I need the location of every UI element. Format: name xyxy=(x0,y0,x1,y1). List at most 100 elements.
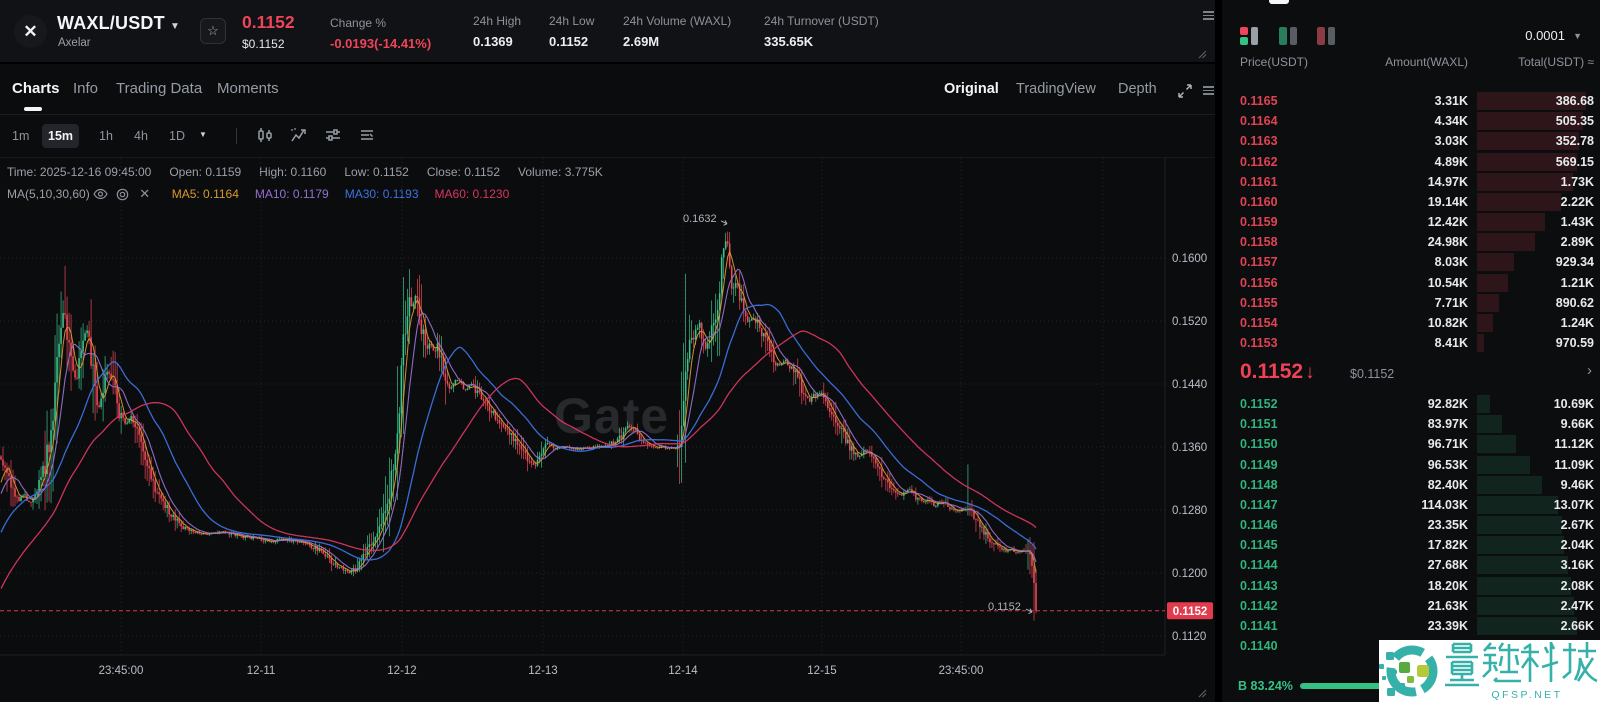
bid-row-5[interactable]: 0.1147 114.03K 13.07K xyxy=(1222,495,1600,515)
candle-body xyxy=(542,448,545,454)
timeframe-15m[interactable]: 15m xyxy=(42,124,80,148)
header-resize-handle-icon[interactable] xyxy=(1197,49,1207,59)
candle-body xyxy=(96,385,98,406)
eye-icon[interactable] xyxy=(93,187,109,201)
pair-dropdown-caret: ▼ xyxy=(170,21,181,32)
tick-size-caret-icon[interactable]: ▼ xyxy=(1573,31,1582,41)
bid-row-8[interactable]: 0.1144 27.68K 3.16K xyxy=(1222,555,1600,575)
indicator-icon[interactable] xyxy=(290,126,308,144)
candlestick-style-icon-part xyxy=(260,128,270,142)
ask-depth-bar xyxy=(1477,334,1484,353)
buy-ratio-label: B 83.24% xyxy=(1238,679,1293,693)
candle-body xyxy=(196,532,198,534)
bid-row-12[interactable]: 0.1140 xyxy=(1222,636,1600,656)
bid-row-11[interactable]: 0.1141 23.39K 2.66K xyxy=(1222,616,1600,636)
bid-row-1[interactable]: 0.1151 83.97K 9.66K xyxy=(1222,414,1600,434)
orderbook-view-both-icon[interactable] xyxy=(1240,27,1259,45)
tab-info[interactable]: Info xyxy=(73,80,99,97)
ask-row-7[interactable]: 0.1158 24.98K 2.89K xyxy=(1222,232,1600,252)
candle-body xyxy=(740,298,743,301)
ask-row-2[interactable]: 0.1163 3.03K 352.78 xyxy=(1222,131,1600,151)
timeframe-1h[interactable]: 1h xyxy=(99,129,113,143)
candle-body xyxy=(768,341,771,351)
list-settings-icon[interactable] xyxy=(358,126,376,144)
chart-mode-original[interactable]: Original xyxy=(944,81,999,97)
candle-body xyxy=(937,502,939,506)
candle-body xyxy=(98,405,100,408)
bid-row-2[interactable]: 0.1150 96.71K 11.12K xyxy=(1222,434,1600,454)
bid-row-10[interactable]: 0.1142 21.63K 2.47K xyxy=(1222,596,1600,616)
ask-row-4[interactable]: 0.1161 14.97K 1.73K xyxy=(1222,172,1600,192)
settings-sliders-icon[interactable] xyxy=(324,126,342,144)
candle-body xyxy=(907,489,909,492)
watermark-logo-icon-part-part xyxy=(1382,676,1386,680)
favorite-button[interactable]: ☆ xyxy=(200,18,226,44)
bid-row-6[interactable]: 0.1146 23.35K 2.67K xyxy=(1222,515,1600,535)
ask-row-11[interactable]: 0.1154 10.82K 1.24K xyxy=(1222,313,1600,333)
chart-mode-depth[interactable]: Depth xyxy=(1118,81,1157,97)
tab-moments[interactable]: Moments xyxy=(217,80,279,97)
bid-row-9[interactable]: 0.1143 18.20K 2.08K xyxy=(1222,576,1600,596)
chart-canvas[interactable]: Gate 0.1600 0.1520 0.1440 0.1360 0.1280 0.1200… xyxy=(0,158,1215,702)
watermark-logo-icon-part xyxy=(1386,645,1438,697)
timeframe-1D[interactable]: 1D xyxy=(169,129,185,143)
candle-body xyxy=(494,411,497,420)
orderbook-view-bids-icon[interactable] xyxy=(1279,27,1298,45)
candle-body xyxy=(784,360,787,362)
timeframe-1m[interactable]: 1m xyxy=(12,129,30,143)
ask-row-1[interactable]: 0.1164 4.34K 505.35 xyxy=(1222,111,1600,131)
tab-trading-data[interactable]: Trading Data xyxy=(116,80,203,97)
ask-row-9[interactable]: 0.1156 10.54K 1.21K xyxy=(1222,273,1600,293)
tick-size-select[interactable]: 0.0001 xyxy=(1525,28,1565,43)
total-cell: 9.46K xyxy=(1560,477,1594,492)
orderbook-view-asks-icon[interactable] xyxy=(1317,27,1336,45)
bid-row-7[interactable]: 0.1145 17.82K 2.04K xyxy=(1222,535,1600,555)
ask-row-5[interactable]: 0.1160 19.14K 2.22K xyxy=(1222,192,1600,212)
ask-row-12[interactable]: 0.1153 8.41K 970.59 xyxy=(1222,333,1600,353)
chart-mode-tradingview[interactable]: TradingView xyxy=(1016,81,1096,97)
close-indicator-icon[interactable]: ✕ xyxy=(139,186,151,201)
candle-body xyxy=(734,283,737,288)
candle-body xyxy=(442,356,445,375)
orderbook-expand-chevron-icon[interactable]: › xyxy=(1587,362,1592,379)
header-menu-icon-part xyxy=(1203,18,1214,20)
ask-row-8[interactable]: 0.1157 8.03K 929.34 xyxy=(1222,252,1600,272)
ask-row-3[interactable]: 0.1162 4.89K 569.15 xyxy=(1222,152,1600,172)
price-cell: 0.1153 xyxy=(1240,336,1278,351)
chart-menu-icon[interactable] xyxy=(1203,84,1214,97)
pair-name[interactable]: WAXL/USDT ▼ xyxy=(57,13,180,34)
header-menu-icon[interactable] xyxy=(1203,9,1214,22)
timeframe-dropdown-caret[interactable]: ▼ xyxy=(199,130,207,139)
candle-body xyxy=(452,384,455,388)
timeframe-4h[interactable]: 4h xyxy=(134,129,148,143)
tab-charts[interactable]: Charts xyxy=(12,80,60,97)
orderbook-mid-price[interactable]: 0.1152 ↓ xyxy=(1240,360,1315,384)
bid-row-0[interactable]: 0.1152 92.82K 10.69K xyxy=(1222,394,1600,414)
candle-body xyxy=(334,563,337,565)
candlestick-chart[interactable]: Gate 0.1600 0.1520 0.1440 0.1360 0.1280 0.1200… xyxy=(0,158,1215,702)
cjk-glyph-lian-part xyxy=(1482,642,1497,678)
candle-body xyxy=(520,445,523,450)
candlestick-style-icon[interactable] xyxy=(256,126,274,144)
candle-body xyxy=(766,337,769,342)
ask-row-6[interactable]: 0.1159 12.42K 1.43K xyxy=(1222,212,1600,232)
bid-row-4[interactable]: 0.1148 82.40K 9.46K xyxy=(1222,475,1600,495)
candle-body xyxy=(732,287,735,289)
candle-body xyxy=(778,363,781,366)
chart-resize-handle-icon[interactable] xyxy=(1197,688,1207,698)
col-price: Price(USDT) xyxy=(1240,55,1308,69)
fullscreen-icon[interactable] xyxy=(1177,83,1193,99)
last-annotation: 0.1152 xyxy=(988,601,1021,613)
candle-body xyxy=(320,548,323,552)
candle-body xyxy=(376,533,379,538)
ask-row-0[interactable]: 0.1165 3.31K 386.68 xyxy=(1222,91,1600,111)
cjk-glyph-liang-part xyxy=(1445,655,1479,687)
candle-body xyxy=(724,241,727,249)
candle-body xyxy=(110,373,112,379)
ask-row-10[interactable]: 0.1155 7.71K 890.62 xyxy=(1222,293,1600,313)
candle-body xyxy=(160,494,162,499)
candle-body xyxy=(957,510,959,512)
pair-subtitle: Axelar xyxy=(58,37,91,49)
bid-row-3[interactable]: 0.1149 96.53K 11.09K xyxy=(1222,455,1600,475)
